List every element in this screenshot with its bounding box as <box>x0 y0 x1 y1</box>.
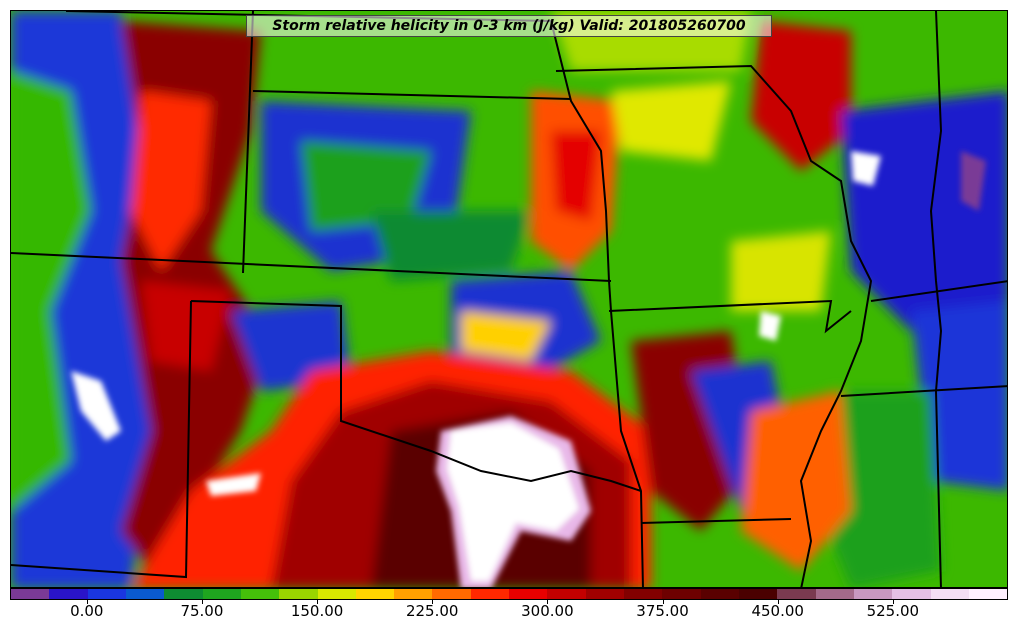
colorbar-segment <box>968 589 1008 599</box>
colorbar-tick-mark <box>317 600 319 604</box>
colorbar-segment <box>11 589 50 599</box>
colorbar-tick-label: 525.00 <box>866 602 920 620</box>
colorbar-tick-label: 75.00 <box>180 602 224 620</box>
colorbar-segment <box>470 589 510 599</box>
srh-map <box>10 10 1008 588</box>
colorbar-tick-label: 0.00 <box>70 602 104 620</box>
chart-title: Storm relative helicity in 0-3 km (J/kg)… <box>246 15 772 37</box>
colorbar-tick-mark <box>86 600 88 604</box>
colorbar-ticks: 0.00 75.00 150.00 225.00 300.00 375.00 450.00 5… <box>10 600 1008 633</box>
colorbar-tick-label: 300.00 <box>521 602 574 620</box>
colorbar-tick-mark <box>777 600 779 604</box>
colorbar-tick-label: 150.00 <box>290 602 344 620</box>
colorbar-segment <box>892 589 931 599</box>
colorbar-segment <box>777 589 816 599</box>
colorbar-segment <box>930 589 969 599</box>
colorbar-segment <box>317 589 356 599</box>
colorbar-tick-label: 450.00 <box>751 602 804 620</box>
colorbar-segment <box>509 589 548 599</box>
colorbar-segment <box>49 589 88 599</box>
colorbar-segment <box>432 589 471 599</box>
colorbar-segment <box>700 589 739 599</box>
colorbar-segment <box>662 589 701 599</box>
colorbar-segment <box>125 589 165 599</box>
colorbar-tick-mark <box>201 600 203 604</box>
colorbar-segment <box>164 589 203 599</box>
colorbar-segment <box>738 589 778 599</box>
colorbar-tick-mark <box>432 600 434 604</box>
colorbar-segment <box>240 589 280 599</box>
colorbar-segment <box>355 589 395 599</box>
colorbar <box>10 588 1008 600</box>
colorbar-segment <box>87 589 126 599</box>
colorbar-tick-mark <box>892 600 894 604</box>
colorbar-tick-mark <box>547 600 549 604</box>
colorbar-segment <box>624 589 663 599</box>
colorbar-segment <box>202 589 241 599</box>
colorbar-segment <box>394 589 433 599</box>
colorbar-segment <box>547 589 586 599</box>
colorbar-segment <box>815 589 854 599</box>
colorbar-segment <box>853 589 893 599</box>
colorbar-tick-label: 225.00 <box>405 602 459 620</box>
srh-field <box>11 11 1007 587</box>
colorbar-tick-mark <box>662 600 664 604</box>
colorbar-tick-label: 375.00 <box>636 602 689 620</box>
colorbar-segment <box>279 589 318 599</box>
colorbar-segment <box>585 589 624 599</box>
